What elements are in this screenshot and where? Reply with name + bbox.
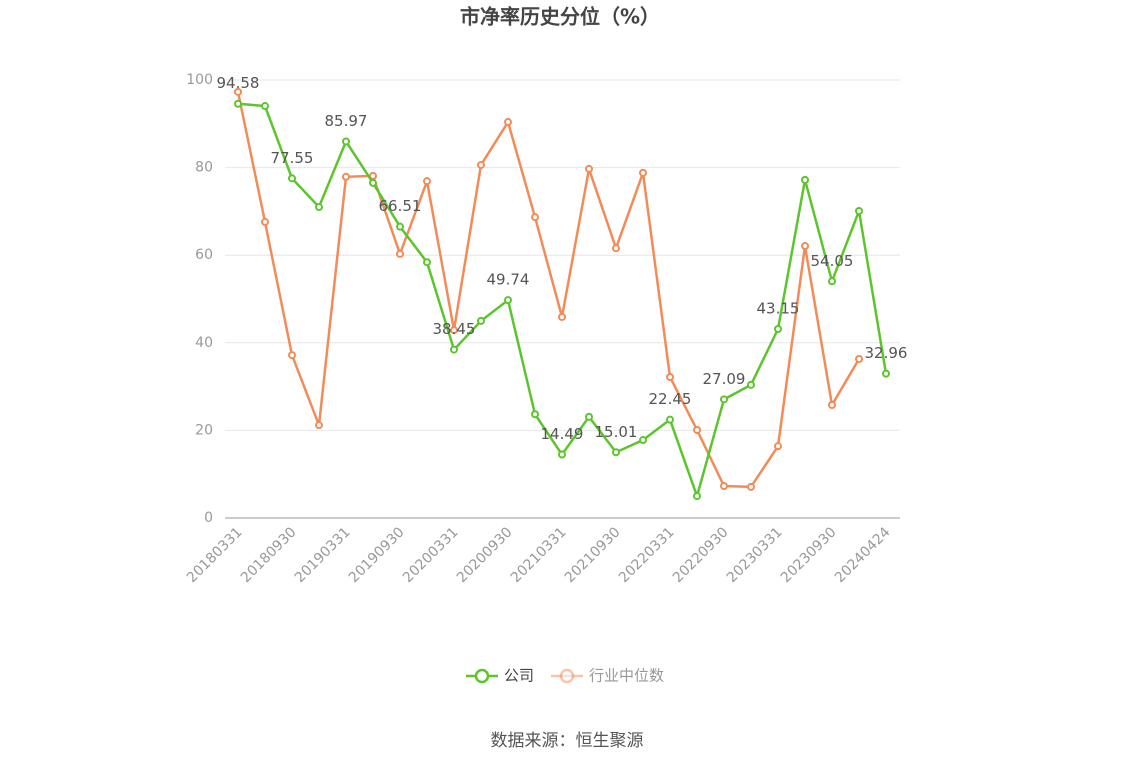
data-label: 43.15 <box>757 300 800 318</box>
data-label: 54.05 <box>811 252 854 270</box>
data-point <box>693 425 701 434</box>
y-tick-label: 20 <box>195 422 213 438</box>
data-point <box>504 296 512 305</box>
data-label: 32.96 <box>865 344 908 362</box>
data-label: 14.49 <box>541 425 584 443</box>
data-point <box>234 99 242 108</box>
x-tick-label: 20180930 <box>238 524 300 586</box>
x-tick-label: 20190331 <box>292 524 354 586</box>
x-tick-label: 20190930 <box>346 524 408 586</box>
data-point <box>801 175 809 184</box>
data-point <box>315 421 323 430</box>
data-point <box>531 213 539 222</box>
y-tick-label: 100 <box>186 72 213 88</box>
data-point <box>639 168 647 177</box>
data-point <box>666 415 674 424</box>
y-tick-label: 0 <box>204 510 213 526</box>
data-point <box>288 351 296 360</box>
data-point <box>558 450 566 459</box>
data-point <box>504 118 512 127</box>
x-tick-label: 20220930 <box>670 524 732 586</box>
data-point <box>855 206 863 215</box>
y-tick-label: 60 <box>195 247 213 263</box>
x-tick-label: 20230930 <box>778 524 840 586</box>
source-note: 数据来源：恒生聚源 <box>491 731 644 751</box>
data-label: 22.45 <box>649 390 692 408</box>
data-label: 77.55 <box>271 149 314 167</box>
x-tick-label: 20220331 <box>616 524 678 586</box>
data-point <box>612 448 620 457</box>
data-point <box>720 395 728 404</box>
data-label: 85.97 <box>325 112 368 130</box>
data-point <box>423 258 431 267</box>
data-point <box>342 172 350 181</box>
data-point <box>477 316 485 325</box>
data-point <box>261 217 269 226</box>
data-point <box>774 442 782 451</box>
x-tick-label: 20200331 <box>400 524 462 586</box>
data-point <box>828 277 836 286</box>
x-tick-label: 20240424 <box>832 524 894 586</box>
data-point <box>882 369 890 378</box>
data-point <box>423 177 431 186</box>
data-point <box>450 326 458 335</box>
data-point <box>396 222 404 231</box>
legend-label: 公司 <box>504 667 534 685</box>
legend-swatch <box>474 668 490 684</box>
data-label: 49.74 <box>487 271 530 289</box>
legend-label: 行业中位数 <box>589 667 664 685</box>
data-point <box>855 355 863 364</box>
data-point <box>693 492 701 501</box>
data-point <box>747 380 755 389</box>
data-point <box>261 102 269 111</box>
data-point <box>558 312 566 321</box>
data-point <box>666 372 674 381</box>
x-tick-label: 20210331 <box>508 524 570 586</box>
x-tick-label: 20200930 <box>454 524 516 586</box>
data-point <box>828 400 836 409</box>
data-point <box>585 412 593 421</box>
data-label: 94.58 <box>217 74 260 92</box>
data-point <box>774 325 782 334</box>
data-point <box>720 482 728 491</box>
y-tick-label: 40 <box>195 335 213 351</box>
legend-swatch <box>559 668 575 684</box>
data-point <box>369 171 377 180</box>
data-point <box>369 178 377 187</box>
data-point <box>639 436 647 445</box>
data-point <box>450 345 458 354</box>
data-label: 27.09 <box>703 370 746 388</box>
data-point <box>342 137 350 146</box>
data-point <box>315 203 323 212</box>
x-tick-label: 20230331 <box>724 524 786 586</box>
chart-title: 市净率历史分位（%） <box>460 5 660 29</box>
data-point <box>288 174 296 183</box>
series-line <box>236 91 861 489</box>
data-point <box>477 160 485 169</box>
data-point <box>612 244 620 253</box>
data-point <box>747 482 755 491</box>
data-point <box>234 87 242 96</box>
y-tick-label: 80 <box>195 160 213 176</box>
data-point <box>801 242 809 251</box>
data-label: 15.01 <box>595 423 638 441</box>
data-label: 38.45 <box>433 320 476 338</box>
data-point <box>531 410 539 419</box>
data-point <box>396 249 404 258</box>
data-label: 66.51 <box>379 197 422 215</box>
x-tick-label: 20180331 <box>184 524 246 586</box>
data-point <box>585 164 593 173</box>
x-tick-label: 20210930 <box>562 524 624 586</box>
